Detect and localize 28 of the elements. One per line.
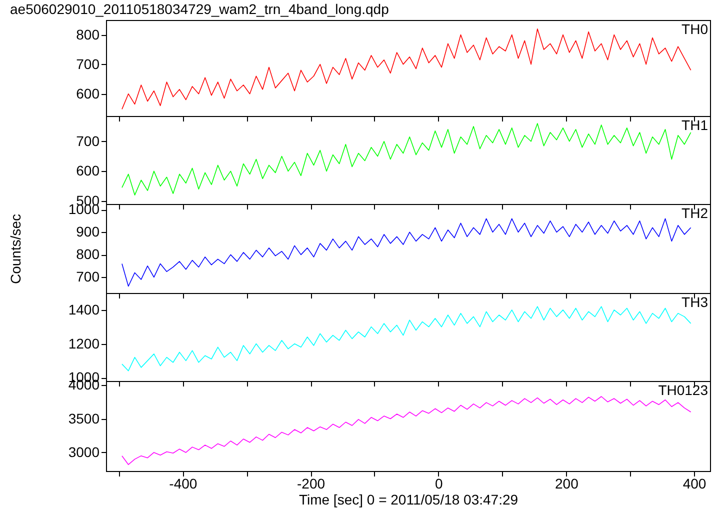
chart-title: ae506029010_20110518034729_wam2_trn_4band_long.qdp	[10, 1, 390, 17]
y-tick-label: 600	[76, 162, 100, 179]
x-tick-label: 0	[434, 476, 443, 492]
series-label: TH2	[682, 205, 708, 221]
series-label: TH3	[682, 294, 708, 310]
y-tick-label: 1400	[68, 301, 100, 318]
y-tick-label: 900	[76, 224, 100, 240]
x-tick-label: -400	[169, 476, 198, 492]
series-label: TH0123	[658, 382, 708, 398]
y-tick-label: 3500	[68, 410, 100, 426]
series-label: TH0	[682, 21, 708, 37]
y-tick-label: 700	[76, 56, 100, 72]
y-tick-label: 800	[76, 246, 100, 262]
x-tick-label: -200	[297, 476, 326, 492]
y-tick-label: 700	[76, 132, 100, 149]
y-tick-label: 1200	[68, 335, 100, 352]
series-label: TH1	[682, 117, 708, 133]
y-axis-title: Counts/sec	[7, 214, 24, 284]
y-tick-label: 700	[76, 268, 100, 285]
y-tick-label: 3000	[68, 444, 100, 460]
line-series	[122, 306, 692, 372]
x-tick-label: 400	[682, 476, 706, 492]
line-series	[122, 218, 692, 287]
y-tick-label: 600	[76, 85, 100, 102]
y-tick-label: 800	[76, 26, 100, 42]
x-tick-label: 200	[555, 476, 579, 492]
line-series	[122, 396, 692, 465]
x-axis-title: Time [sec] 0 = 2011/05/18 03:47:29	[298, 492, 518, 508]
